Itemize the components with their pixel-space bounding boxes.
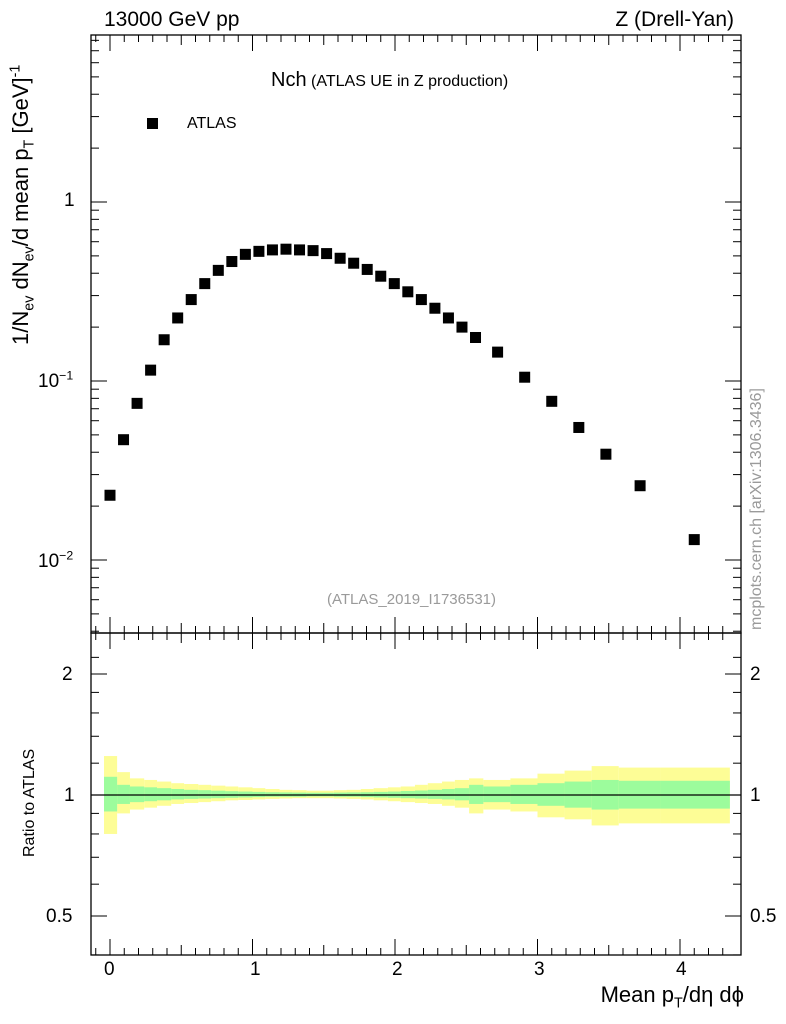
data-point (429, 302, 441, 314)
legend-marker (147, 118, 158, 129)
data-point (118, 434, 130, 446)
stat-uncertainty-bin (129, 786, 145, 803)
data-markers (104, 243, 700, 546)
ratio-ytick-label: 2 (62, 664, 73, 685)
data-point (307, 245, 319, 257)
stat-uncertainty-bin (184, 789, 199, 799)
analysis-reference: (ATLAS_2019_I1736531) (327, 591, 497, 608)
data-point (492, 346, 504, 358)
stat-uncertainty-bin (510, 784, 538, 804)
data-point (519, 371, 531, 383)
x-tick-label: 0 (104, 959, 115, 980)
ratio-ytick-label-right: 1 (750, 785, 761, 806)
x-axis-label: Mean pT/dη dϕ (600, 982, 744, 1012)
stat-uncertainty-bin (442, 788, 455, 800)
data-point (266, 244, 278, 256)
ratio-ytick-label: 0.5 (46, 906, 73, 927)
data-point (321, 248, 333, 260)
stat-uncertainty-bin (483, 786, 511, 803)
data-point (199, 278, 211, 290)
data-point (104, 489, 116, 501)
ratio-frame (90, 632, 742, 956)
x-tick-label: 2 (392, 959, 403, 980)
main-ytick-label: 10−1 (38, 368, 74, 392)
data-point (280, 243, 292, 255)
data-point (634, 480, 646, 492)
main-ytick-label: 1 (64, 190, 75, 211)
data-point (172, 312, 184, 324)
plot-title: Nch (ATLAS UE in Z production) (271, 70, 508, 90)
stat-uncertainty-bin (117, 784, 130, 804)
stat-uncertainty-bin (469, 784, 484, 804)
data-point (470, 331, 482, 343)
data-point (456, 321, 468, 333)
header-left: 13000 GeV pp (104, 8, 240, 31)
data-point (212, 264, 224, 276)
header-right: Z (Drell-Yan) (615, 8, 734, 31)
stat-uncertainty-bin (144, 787, 158, 802)
data-point (239, 248, 251, 260)
y-axis-label-ratio: Ratio to ATLAS (21, 748, 38, 857)
data-point (415, 294, 427, 306)
stat-uncertainty-bin (454, 788, 470, 801)
data-point (546, 395, 558, 407)
stat-uncertainty-bin (157, 788, 172, 801)
data-point (226, 256, 238, 268)
ratio-bands (104, 756, 730, 834)
data-point (688, 534, 700, 546)
ratio-ytick-label: 1 (64, 785, 75, 806)
y-axis-label-main: 1/Nev dNev/d mean pT [GeV]-1 (7, 64, 38, 345)
data-point (442, 312, 454, 324)
data-point (600, 448, 612, 460)
data-point (294, 244, 306, 256)
plot-title-sub: (ATLAS UE in Z production) (311, 73, 509, 90)
stat-uncertainty-bin (427, 789, 443, 799)
stat-uncertainty-bin (198, 790, 212, 799)
data-point (185, 294, 197, 306)
data-point (375, 270, 387, 282)
stat-uncertainty-bin (104, 776, 118, 812)
main-ytick-label: 10−2 (38, 548, 74, 572)
data-point (388, 278, 400, 290)
axes-frame (90, 34, 742, 956)
x-tick-label: 4 (676, 959, 687, 980)
data-point (131, 397, 143, 409)
data-point (361, 263, 373, 275)
legend-label: ATLAS (187, 115, 237, 132)
x-tick-label: 1 (250, 959, 261, 980)
ratio-ytick-label-right: 0.5 (750, 906, 777, 927)
data-point (158, 334, 170, 346)
stat-uncertainty-bin (171, 788, 185, 800)
data-point (402, 286, 414, 298)
data-point (573, 421, 585, 433)
data-point (253, 245, 265, 257)
x-tick-label: 3 (534, 959, 545, 980)
data-point (145, 364, 157, 376)
ratio-ytick-label-right: 2 (750, 664, 761, 685)
side-note: mcplots.cern.ch [arXiv:1306.3436] (748, 388, 765, 630)
data-point (348, 257, 360, 269)
data-point (334, 252, 346, 264)
plot-title-main: Nch (271, 69, 307, 91)
